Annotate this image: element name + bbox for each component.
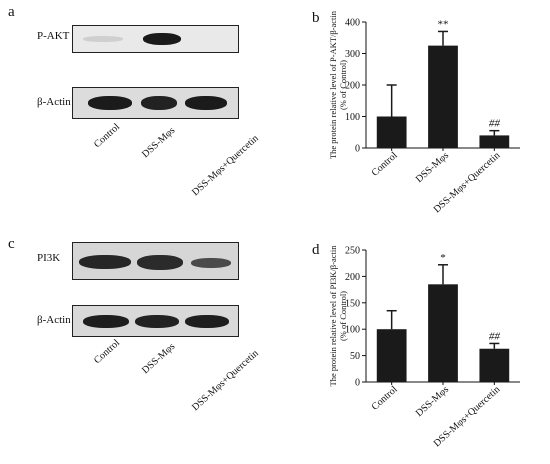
blot-label-beta-actin-bottom: β-Actin xyxy=(37,314,71,326)
y-axis-label: The protein relative level of P-AKT/β-ac… xyxy=(328,10,338,159)
significance-mark-3: ## xyxy=(489,118,501,130)
chart-b: 0 100 200 300 400 The protein relative level … xyxy=(328,10,520,215)
band-actin-quercetin-bottom xyxy=(185,315,229,328)
band-actin-quercetin-top xyxy=(185,96,227,110)
chart-d: 0 50 100 150 200 250 The protein relative leve… xyxy=(328,245,520,449)
y-tick-label: 400 xyxy=(345,18,360,29)
bar-3 xyxy=(479,348,510,382)
band-actin-control-top xyxy=(88,96,132,110)
bar-3 xyxy=(479,135,510,148)
y-tick-label: 300 xyxy=(345,49,360,60)
significance-mark-2: * xyxy=(440,252,446,264)
y-tick-label: 0 xyxy=(355,378,360,389)
category-label-1: Control xyxy=(370,384,400,413)
bar-1 xyxy=(376,116,407,148)
category-label-1: Control xyxy=(370,150,400,179)
band-pi3k-dss xyxy=(137,255,183,270)
y-tick-label: 50 xyxy=(350,351,360,362)
blot-label-p-akt: P-AKT xyxy=(37,30,70,42)
y-axis-label: (% of Control) xyxy=(338,291,348,341)
blot-beta-actin-top xyxy=(72,87,239,119)
y-axis-label: The protein relative level of PI3K/β-act… xyxy=(328,245,338,387)
blot-p-akt xyxy=(72,25,239,53)
y-tick-label: 100 xyxy=(345,112,360,123)
bar-1 xyxy=(376,329,407,382)
band-actin-control-bottom xyxy=(83,315,129,328)
y-axis-label: (% of Control) xyxy=(338,60,348,110)
y-tick-label: 150 xyxy=(345,298,360,309)
category-label-2: DSS-Mφs xyxy=(414,150,451,185)
panel-letter-a: a xyxy=(8,4,15,20)
y-tick-label: 250 xyxy=(345,246,360,257)
y-tick-label: 100 xyxy=(345,325,360,336)
blot-pi3k xyxy=(72,242,239,280)
bar-2 xyxy=(428,45,458,148)
significance-mark-2: ** xyxy=(438,18,449,30)
y-tick-label: 0 xyxy=(355,144,360,155)
bar-2 xyxy=(428,284,458,382)
blot-label-pi3k: PI3K xyxy=(37,252,61,264)
y-tick-label: 200 xyxy=(345,272,360,283)
panel-letter-d: d xyxy=(312,242,320,258)
band-p-akt-dss xyxy=(143,33,181,45)
category-label-2: DSS-Mφs xyxy=(414,384,451,419)
blot-beta-actin-bottom xyxy=(72,305,239,337)
significance-mark-3: ## xyxy=(489,330,501,342)
y-tick-label: 200 xyxy=(345,81,360,92)
panel-letter-c: c xyxy=(8,236,15,252)
band-actin-dss-top xyxy=(141,96,177,110)
band-p-akt-control xyxy=(83,36,123,42)
band-actin-dss-bottom xyxy=(135,315,179,328)
blot-label-beta-actin-top: β-Actin xyxy=(37,96,71,108)
panel-letter-b: b xyxy=(312,10,320,26)
band-pi3k-quercetin xyxy=(191,258,231,268)
band-pi3k-control xyxy=(79,255,131,269)
